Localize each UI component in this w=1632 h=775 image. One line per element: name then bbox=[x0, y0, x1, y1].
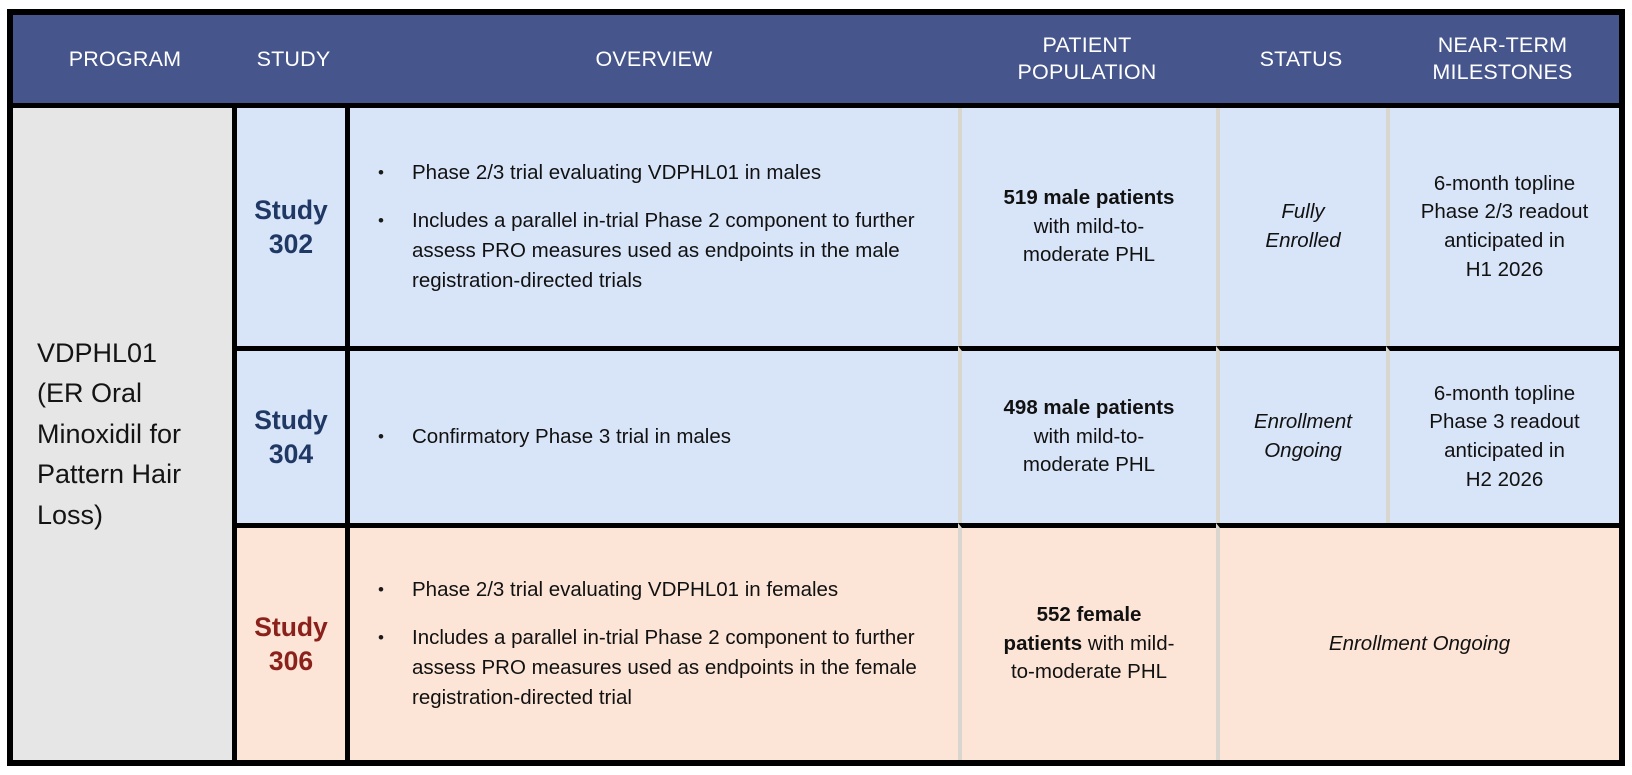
list-item: • Includes a parallel in-trial Phase 2 c… bbox=[350, 623, 944, 712]
header-near-term-milestones: NEAR-TERM MILESTONES bbox=[1432, 33, 1573, 84]
study-306-status-milestones-cell: Enrollment Ongoing bbox=[1216, 523, 1619, 760]
study-302-milestones-cell: 6-month topline Phase 2/3 readout antici… bbox=[1386, 108, 1619, 346]
list-item: • Phase 2/3 trial evaluating VDPHL01 in … bbox=[350, 575, 944, 605]
study-304-label-cell: Study 304 bbox=[237, 346, 350, 523]
overview-text: Includes a parallel in-trial Phase 2 com… bbox=[412, 626, 917, 709]
list-item: • Phase 2/3 trial evaluating VDPHL01 in … bbox=[350, 158, 944, 188]
population-count: 519 male patients bbox=[1003, 185, 1175, 209]
population-detail: with mild-to-moderate PHL bbox=[1010, 631, 1175, 684]
status-text: Fully Enrolled bbox=[1265, 200, 1341, 252]
overview-text: Phase 2/3 trial evaluating VDPHL01 in ma… bbox=[412, 161, 822, 185]
milestones-text: 6-month topline Phase 3 readout anticipa… bbox=[1429, 381, 1580, 491]
status-text: Enrollment Ongoing bbox=[1254, 410, 1352, 462]
study-302-population-cell: 519 male patients with mild-to-moderate … bbox=[958, 108, 1216, 346]
study-304-label: Study 304 bbox=[254, 404, 328, 469]
milestones-text: 6-month topline Phase 2/3 readout antici… bbox=[1420, 171, 1589, 281]
population-count: 552 female patients bbox=[1003, 602, 1142, 655]
population-count: 498 male patients bbox=[1003, 395, 1175, 419]
header-overview: OVERVIEW bbox=[595, 46, 713, 71]
study-304-milestones-cell: 6-month topline Phase 3 readout anticipa… bbox=[1386, 346, 1619, 523]
status-text: Enrollment Ongoing bbox=[1328, 632, 1511, 655]
study-306-population-cell: 552 female patients with mild-to-moderat… bbox=[958, 523, 1216, 760]
bullet-icon: • bbox=[378, 427, 384, 446]
list-item: • Confirmatory Phase 3 trial in males bbox=[350, 422, 944, 452]
study-306-label: Study 306 bbox=[254, 611, 328, 676]
study-306-overview-cell: • Phase 2/3 trial evaluating VDPHL01 in … bbox=[350, 523, 958, 760]
population-text: 519 male patients with mild-to-moderate … bbox=[1000, 184, 1178, 270]
header-study: STUDY bbox=[256, 46, 331, 71]
bullet-icon: • bbox=[378, 163, 384, 183]
bullet-icon: • bbox=[378, 580, 384, 600]
bullet-icon: • bbox=[378, 628, 384, 648]
overview-text: Confirmatory Phase 3 trial in males bbox=[412, 425, 732, 448]
header-status: STATUS bbox=[1259, 46, 1343, 71]
population-text: 498 male patients with mild-to-moderate … bbox=[1000, 394, 1178, 480]
header-program: PROGRAM bbox=[68, 46, 182, 71]
program-description: (ER Oral Minoxidil for Pattern Hair Loss… bbox=[37, 378, 182, 530]
study-302-label: Study 302 bbox=[254, 194, 328, 259]
population-detail: with mild-to-moderate PHL bbox=[1022, 214, 1156, 267]
population-text: 552 female patients with mild-to-moderat… bbox=[1000, 601, 1178, 687]
study-304-overview-cell: • Confirmatory Phase 3 trial in males bbox=[350, 346, 958, 523]
table-body: VDPHL01 (ER Oral Minoxidil for Pattern H… bbox=[13, 108, 1619, 760]
pipeline-table: PROGRAM STUDY OVERVIEW PATIENT POPULATIO… bbox=[7, 9, 1625, 766]
study-306-label-cell: Study 306 bbox=[237, 523, 350, 760]
bullet-icon: • bbox=[378, 211, 384, 231]
study-304-population-cell: 498 male patients with mild-to-moderate … bbox=[958, 346, 1216, 523]
overview-text: Includes a parallel in-trial Phase 2 com… bbox=[412, 209, 915, 292]
list-item: • Includes a parallel in-trial Phase 2 c… bbox=[350, 206, 944, 295]
population-detail: with mild-to-moderate PHL bbox=[1022, 424, 1156, 477]
study-302-label-cell: Study 302 bbox=[237, 108, 350, 346]
study-302-overview-cell: • Phase 2/3 trial evaluating VDPHL01 in … bbox=[350, 108, 958, 346]
header-patient-population: PATIENT POPULATION bbox=[1017, 33, 1157, 84]
overview-text: Phase 2/3 trial evaluating VDPHL01 in fe… bbox=[412, 578, 839, 602]
study-304-status-cell: Enrollment Ongoing bbox=[1216, 346, 1386, 523]
program-name: VDPHL01 bbox=[37, 337, 158, 368]
study-302-status-cell: Fully Enrolled bbox=[1216, 108, 1386, 346]
program-cell: VDPHL01 (ER Oral Minoxidil for Pattern H… bbox=[13, 108, 237, 760]
table-header-row: PROGRAM STUDY OVERVIEW PATIENT POPULATIO… bbox=[13, 15, 1619, 108]
